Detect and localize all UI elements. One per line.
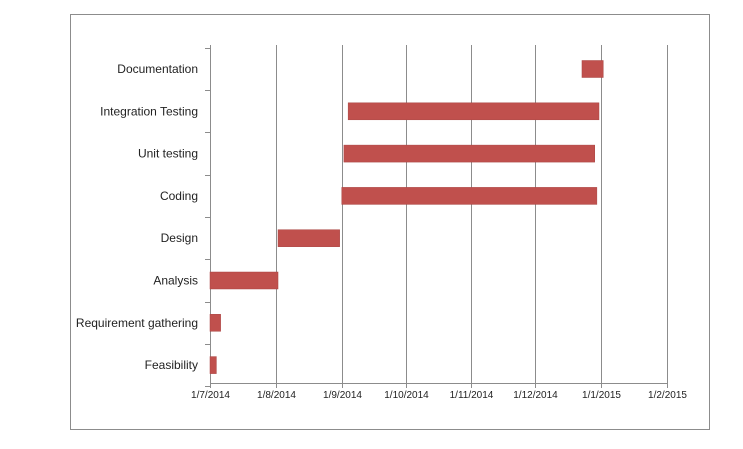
gantt-bar [277,229,340,247]
x-tick-label: 1/8/2014 [257,390,296,401]
x-tick-label: 1/1/2015 [582,390,621,401]
x-tick-label: 1/2/2015 [648,390,687,401]
x-tick-labels: 1/7/2014 1/8/2014 1/9/2014 1/10/2014 1/11/20… [191,390,687,401]
category-labels: Documentation Integration Testing Unit tes… [76,62,198,372]
gantt-bar [209,356,217,374]
category-label: Documentation [117,62,198,76]
gantt-bar [347,102,600,121]
x-tick-label: 1/7/2014 [191,390,230,401]
category-label: Unit testing [138,147,198,161]
category-label: Analysis [153,274,198,288]
axes [205,48,668,388]
gantt-bar [341,187,598,205]
category-label: Requirement gathering [76,316,198,330]
category-label: Coding [160,189,198,203]
gantt-bar [209,271,279,290]
gantt-bar [209,314,221,332]
x-tick-label: 1/11/2014 [450,390,494,401]
gantt-bar [343,144,595,163]
chart-area [70,14,710,430]
gantt-bar [581,60,604,78]
gridlines [210,45,668,383]
x-tick-label: 1/10/2014 [384,390,429,401]
bars [209,60,604,374]
category-label: Feasibility [145,358,198,372]
x-tick-label: 1/12/2014 [513,390,558,401]
x-tick-label: 1/9/2014 [323,390,362,401]
category-label: Design [161,231,198,245]
category-label: Integration Testing [100,104,198,118]
